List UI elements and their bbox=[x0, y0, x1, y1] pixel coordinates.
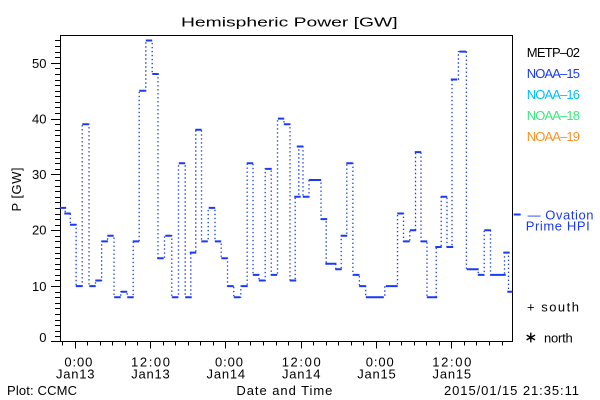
svg-text:north: north bbox=[544, 331, 573, 346]
svg-text:Prime HPI: Prime HPI bbox=[526, 219, 590, 234]
svg-text:Date and Time: Date and Time bbox=[236, 383, 332, 398]
svg-text:Jan14: Jan14 bbox=[207, 366, 245, 381]
svg-text:0:00: 0:00 bbox=[366, 354, 394, 369]
svg-text:12:00: 12:00 bbox=[432, 354, 471, 369]
svg-text:Jan15: Jan15 bbox=[357, 366, 396, 381]
svg-text:NOAA–16: NOAA–16 bbox=[527, 87, 580, 102]
svg-text:— Ovation: — Ovation bbox=[528, 208, 594, 223]
svg-text:50: 50 bbox=[32, 56, 46, 71]
svg-text:Plot: CCMC: Plot: CCMC bbox=[7, 383, 77, 398]
svg-text:NOAA–19: NOAA–19 bbox=[527, 129, 580, 144]
svg-text:12:00: 12:00 bbox=[282, 354, 321, 369]
svg-text:Jan15: Jan15 bbox=[433, 366, 472, 381]
svg-text:2015/01/15 21:35:11: 2015/01/15 21:35:11 bbox=[444, 383, 579, 398]
svg-text:P [GW]: P [GW] bbox=[9, 168, 24, 212]
svg-text:20: 20 bbox=[32, 223, 46, 238]
svg-text:Hemispheric Power [GW]: Hemispheric Power [GW] bbox=[181, 14, 398, 29]
svg-text:Jan13: Jan13 bbox=[131, 366, 170, 381]
svg-text:10: 10 bbox=[32, 279, 46, 294]
svg-text:Jan13: Jan13 bbox=[56, 366, 95, 381]
svg-text:NOAA–15: NOAA–15 bbox=[527, 66, 580, 81]
svg-text:0:00: 0:00 bbox=[215, 354, 243, 369]
svg-text:Jan14: Jan14 bbox=[282, 366, 321, 381]
svg-text:0: 0 bbox=[39, 330, 46, 345]
svg-text:30: 30 bbox=[32, 167, 46, 182]
svg-text:NOAA–18: NOAA–18 bbox=[527, 108, 580, 123]
svg-text:METP–02: METP–02 bbox=[527, 45, 580, 60]
svg-text:0:00: 0:00 bbox=[64, 354, 92, 369]
svg-text:12:00: 12:00 bbox=[131, 354, 170, 369]
svg-text:40: 40 bbox=[32, 112, 46, 127]
